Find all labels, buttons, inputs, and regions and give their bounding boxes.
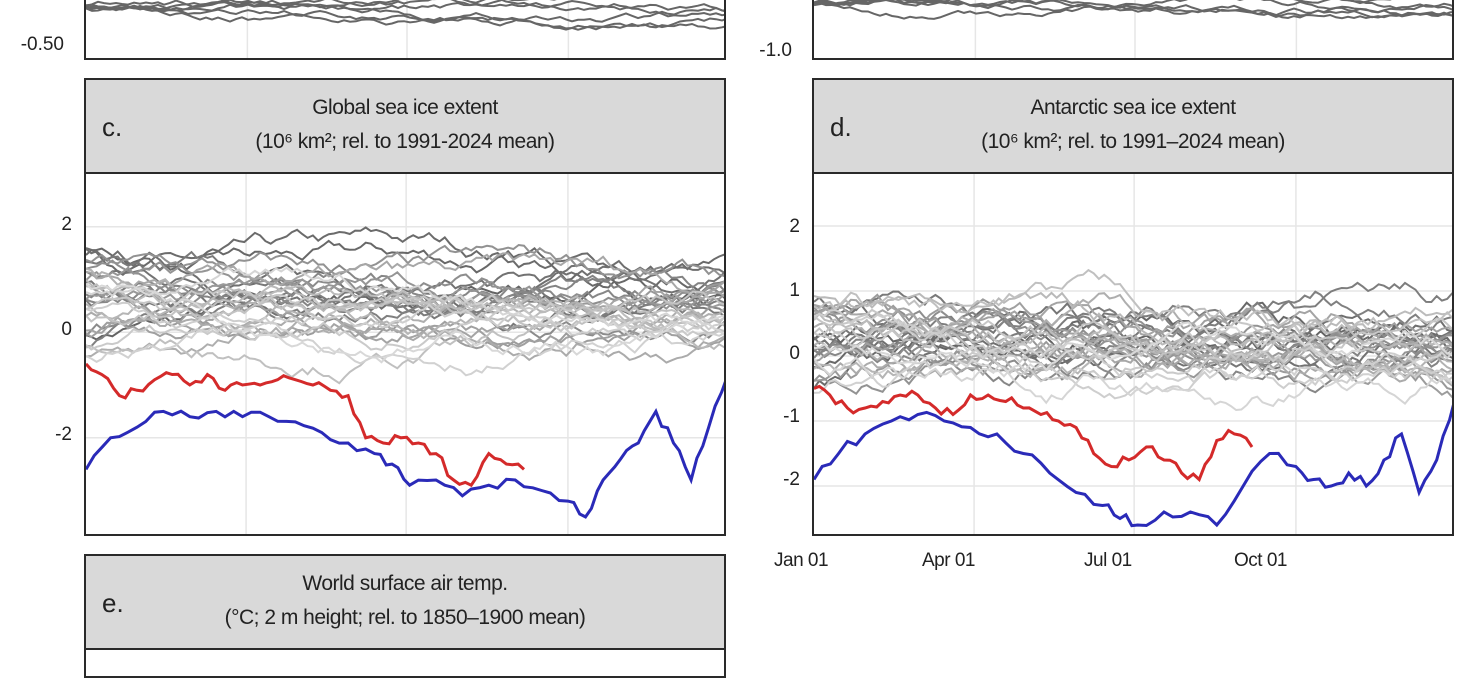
panel-c-ytick-neg2: -2	[55, 424, 72, 445]
panel-c-ytick-0: 0	[61, 319, 72, 340]
historic-year-line	[86, 266, 724, 337]
panel-d-ytick-1: 1	[789, 280, 800, 301]
panel-b-lines	[814, 0, 1452, 58]
historic-year-line	[814, 323, 1452, 383]
panel-e-subtitle: (°C; 2 m height; rel. to 1850–1900 mean)	[224, 606, 586, 629]
panel-c-ytick-2: 2	[61, 214, 72, 235]
historic-year-line	[86, 290, 724, 330]
panel-d-subtitle: (10⁶ km²; rel. to 1991–2024 mean)	[981, 130, 1285, 153]
panel-c-plot	[84, 172, 726, 536]
panel-a-plot	[84, 0, 726, 60]
historic-year-line	[814, 320, 1452, 383]
panel-e-plot	[84, 648, 726, 678]
series-line-2025	[814, 404, 1452, 528]
panel-c-chart	[86, 174, 724, 534]
historic-year-line	[86, 239, 724, 299]
historic-year-line	[814, 0, 1452, 20]
historic-year-line	[86, 288, 724, 333]
historic-year-line	[86, 3, 724, 31]
panel-a-lines	[86, 0, 724, 58]
panel-e-title: World surface air temp.	[302, 572, 508, 595]
panel-e-letter: e.	[102, 588, 124, 618]
panel-d-ytick-0: 0	[789, 343, 800, 364]
historic-year-line	[86, 226, 724, 277]
historic-year-line	[86, 301, 724, 342]
historic-year-line	[86, 301, 724, 352]
historic-year-line	[86, 0, 724, 13]
historic-year-line	[86, 283, 724, 332]
series-line-2024	[814, 384, 1254, 483]
panel-d-chart	[814, 174, 1452, 534]
historic-year-line	[814, 321, 1452, 378]
historic-year-line	[814, 0, 1452, 17]
panel-d-header: d. Antarctic sea ice extent (10⁶ km²; re…	[812, 78, 1454, 174]
panel-d-ytick-neg1: -1	[783, 406, 800, 427]
historic-year-line	[86, 311, 724, 364]
historic-year-line	[814, 356, 1452, 412]
panel-d-xtick-apr: Apr 01	[922, 550, 975, 571]
panel-d-xtick-oct: Oct 01	[1234, 550, 1287, 571]
historic-year-line	[814, 309, 1452, 400]
panel-d-letter: d.	[830, 112, 852, 142]
panel-d-ytick-neg2: -2	[783, 469, 800, 490]
historic-year-line	[86, 243, 724, 280]
historic-year-line	[86, 282, 724, 364]
panel-c-subtitle: (10⁶ km²; rel. to 1991-2024 mean)	[255, 130, 555, 153]
historic-year-line	[814, 301, 1452, 363]
panel-d-title: Antarctic sea ice extent	[1030, 96, 1236, 119]
panel-c-header: c. Global sea ice extent (10⁶ km²; rel. …	[84, 78, 726, 174]
panel-d-ytick-2: 2	[789, 216, 800, 237]
historic-year-line	[86, 321, 724, 377]
historic-year-line	[814, 308, 1452, 361]
panel-c-title: Global sea ice extent	[312, 96, 498, 119]
series-line-2024	[86, 362, 526, 488]
historic-year-line	[814, 1, 1452, 20]
historic-year-line	[86, 3, 724, 24]
panel-d-plot	[812, 172, 1454, 536]
panel-b-ytick: -1.0	[759, 40, 792, 61]
panel-e-header: e. World surface air temp. (°C; 2 m heig…	[84, 554, 726, 650]
panel-d-xtick-jan: Jan 01	[774, 550, 829, 571]
panel-a-ytick: -0.50	[20, 34, 64, 55]
panel-c-letter: c.	[102, 112, 123, 142]
historic-year-line	[86, 4, 724, 31]
historic-year-line	[86, 252, 724, 300]
panel-d-xtick-jul: Jul 01	[1084, 550, 1132, 571]
panel-b-plot	[812, 0, 1454, 60]
series-line-2025	[86, 381, 724, 519]
historic-year-line	[86, 298, 724, 340]
historic-year-line	[814, 268, 1452, 333]
historic-year-line	[814, 306, 1452, 357]
historic-year-line	[86, 0, 557, 12]
historic-year-line	[814, 342, 1452, 394]
historic-year-line	[86, 274, 724, 348]
